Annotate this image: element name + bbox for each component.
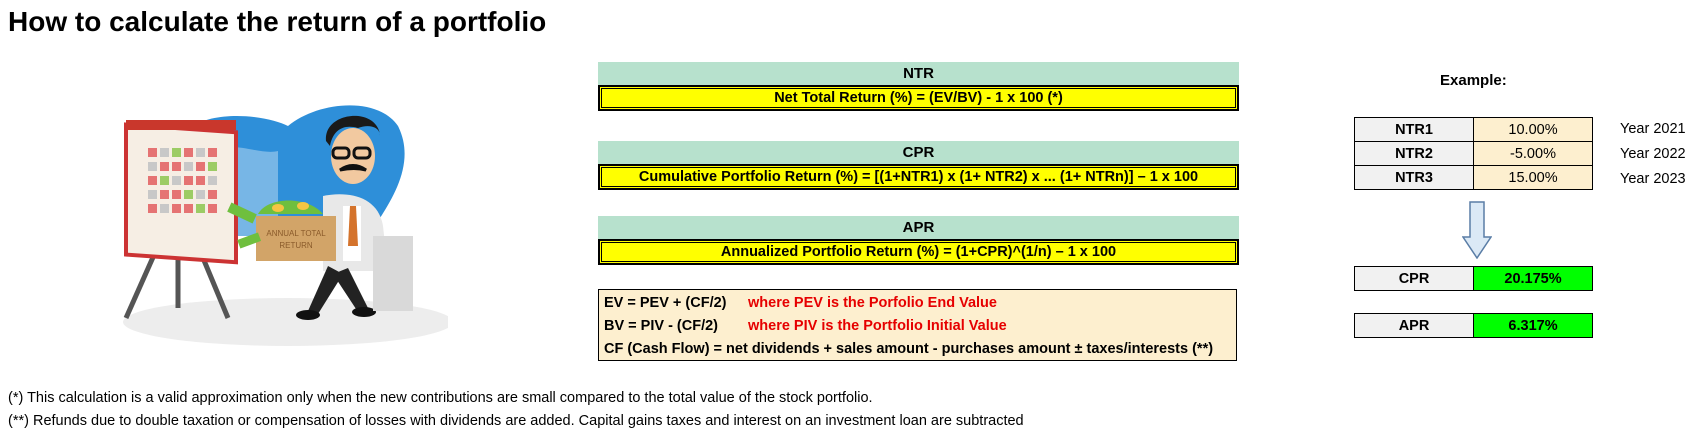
ntr2-value: -5.00%: [1473, 141, 1593, 166]
ntr-formula: Net Total Return (%) = (EV/BV) - 1 x 100…: [598, 85, 1239, 111]
ev-note: where PEV is the Porfolio End Value: [748, 295, 997, 311]
ntr2-label: NTR2: [1354, 141, 1474, 166]
table-row: NTR3 15.00%: [1354, 165, 1593, 190]
cpr-result-table: CPR 20.175%: [1354, 266, 1593, 291]
cf-formula: CF (Cash Flow) = net dividends + sales a…: [604, 341, 1214, 357]
box-label-line2: RETURN: [279, 241, 313, 250]
businessman-figure: [296, 115, 413, 320]
cpr-formula: Cumulative Portfolio Return (%) = [(1+NT…: [598, 164, 1239, 190]
apr-header: APR: [598, 216, 1239, 239]
down-arrow-icon: [1462, 201, 1492, 259]
example-title: Example:: [1440, 72, 1507, 89]
footnote-1: (*) This calculation is a valid approxim…: [8, 390, 873, 406]
ev-definition: EV = PEV + (CF/2) where PEV is the Porfo…: [604, 295, 997, 311]
cpr-header: CPR: [598, 141, 1239, 164]
ntr-example-table: NTR1 10.00% NTR2 -5.00% NTR3 15.00%: [1354, 117, 1593, 190]
cpr-value: 20.175%: [1473, 266, 1593, 291]
page-title: How to calculate the return of a portfol…: [8, 6, 547, 37]
definitions-box: EV = PEV + (CF/2) where PEV is the Porfo…: [598, 289, 1237, 361]
table-row: NTR2 -5.00%: [1354, 141, 1593, 166]
bv-definition: BV = PIV - (CF/2) where PIV is the Portf…: [604, 318, 1007, 334]
footnote-2: (**) Refunds due to double taxation or c…: [8, 413, 1024, 429]
calendar-board: [124, 120, 238, 265]
year-label: Year 2021: [1620, 121, 1686, 137]
cpr-label: CPR: [1354, 266, 1474, 291]
ev-formula: EV = PEV + (CF/2): [604, 295, 727, 311]
ntr-header: NTR: [598, 62, 1239, 85]
ntr3-value: 15.00%: [1473, 165, 1593, 190]
apr-result-table: APR 6.317%: [1354, 313, 1593, 338]
apr-label: APR: [1354, 313, 1474, 338]
ntr3-label: NTR3: [1354, 165, 1474, 190]
bv-formula: BV = PIV - (CF/2): [604, 318, 719, 334]
table-row: CPR 20.175%: [1354, 266, 1593, 291]
cf-definition: CF (Cash Flow) = net dividends + sales a…: [604, 341, 1213, 357]
apr-value: 6.317%: [1473, 313, 1593, 338]
ntr1-value: 10.00%: [1473, 117, 1593, 142]
table-row: NTR1 10.00%: [1354, 117, 1593, 142]
table-row: APR 6.317%: [1354, 313, 1593, 338]
investor-illustration: ANNUAL TOTAL RETURN: [123, 105, 448, 346]
year-label: Year 2023: [1620, 171, 1686, 187]
box-label-line1: ANNUAL TOTAL: [266, 229, 326, 238]
bv-note: where PIV is the Portfolio Initial Value: [748, 318, 1007, 334]
apr-formula: Annualized Portfolio Return (%) = (1+CPR…: [598, 239, 1239, 265]
year-label: Year 2022: [1620, 146, 1686, 162]
ntr1-label: NTR1: [1354, 117, 1474, 142]
money-box: ANNUAL TOTAL RETURN: [227, 200, 336, 261]
